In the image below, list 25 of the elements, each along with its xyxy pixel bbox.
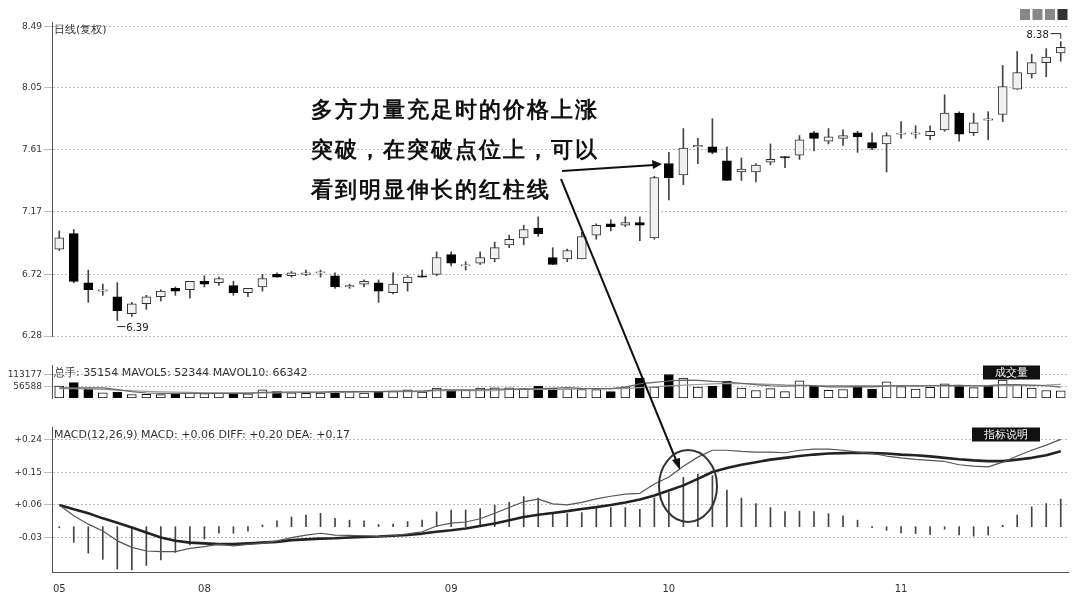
y-tick-label: 6.28 — [21, 330, 43, 341]
y-tick-label: 8.05 — [21, 82, 42, 93]
y-tick-label: +0.15 — [14, 466, 42, 477]
y-tick-label: -0.03 — [18, 531, 42, 542]
y-tick-label: 56588 — [13, 380, 43, 391]
x-tick-label: 05 — [52, 582, 66, 592]
y-tick-label: 7.17 — [21, 205, 42, 216]
annotation: 8.38 — [1026, 28, 1049, 40]
y-tick-label: 113177 — [7, 368, 42, 379]
annotation: 多方力量充足时的价格上涨突破，在突破点位上，可以看到明显伸长的红柱线 — [311, 96, 600, 204]
y-tick-label: 7.61 — [21, 143, 42, 154]
y-tick-label: 6.72 — [21, 268, 42, 279]
x-tick-label: 10 — [662, 582, 676, 592]
x-tick-label: 08 — [198, 582, 211, 592]
y-tick-label: 8.49 — [21, 20, 43, 31]
y-tick-label: +0.24 — [14, 434, 43, 445]
y-tick-label: +0.06 — [14, 499, 43, 510]
annotation: 指标说明 — [983, 428, 1028, 442]
x-tick-label: 11 — [894, 582, 908, 592]
chart-title: 总手: 35154 MAVOL5: 52344 MAVOL10: 66342 — [53, 366, 308, 380]
chart-title: 日线(复权) — [54, 23, 107, 36]
annotation: 6.39 — [126, 321, 149, 333]
annotation: 成交量 — [995, 366, 1028, 380]
x-tick-label: 09 — [444, 582, 458, 592]
chart-title: MACD(12,26,9) MACD: +0.06 DIFF: +0.20 DEA: +0.17 — [54, 428, 351, 442]
